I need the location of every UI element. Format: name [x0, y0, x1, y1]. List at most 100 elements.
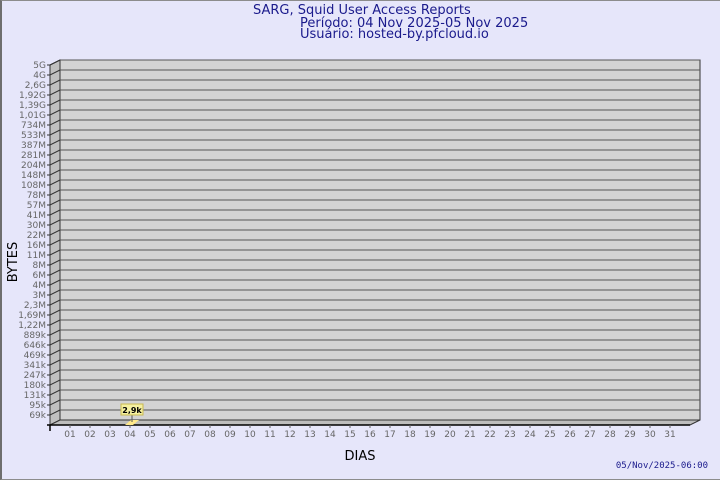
y-tick-label: 69k	[29, 411, 46, 421]
y-tick	[47, 239, 61, 246]
x-tick-label: 30	[644, 430, 656, 440]
y-tick-label: 95k	[29, 401, 46, 411]
y-tick	[47, 159, 61, 166]
y-tick-label: 11M	[27, 251, 46, 261]
x-tick-label: 01	[64, 430, 75, 440]
data-label: 2,9k	[122, 406, 142, 415]
y-tick	[47, 319, 61, 326]
x-tick-label: 15	[344, 430, 355, 440]
y-tick	[47, 149, 61, 156]
y-tick	[47, 289, 61, 296]
x-tick-label: 24	[524, 430, 536, 440]
x-tick-label: 08	[204, 430, 216, 440]
x-tick-label: 14	[324, 430, 336, 440]
y-tick-label: 2,3M	[24, 301, 46, 311]
y-tick	[47, 69, 61, 76]
y-tick-label: 469k	[24, 351, 47, 361]
y-tick	[47, 119, 61, 126]
y-axis-label: BYTES	[6, 242, 21, 283]
y-tick-label: 247k	[24, 371, 47, 381]
x-tick-label: 21	[464, 430, 475, 440]
x-axis-label: DIAS	[345, 449, 376, 464]
y-tick	[47, 79, 61, 86]
y-tick	[47, 109, 61, 116]
x-tick-label: 04	[124, 430, 136, 440]
y-tick-label: 1,01G	[19, 111, 46, 121]
y-tick	[47, 99, 61, 106]
y-tick-label: 4G	[33, 71, 46, 81]
y-tick	[47, 389, 61, 396]
bar-day-04	[125, 420, 139, 425]
y-tick-label: 1,92G	[19, 91, 46, 101]
y-tick	[47, 359, 61, 366]
y-tick-label: 2,6G	[25, 81, 46, 91]
x-tick-label: 23	[504, 430, 515, 440]
y-tick	[47, 139, 61, 146]
x-tick-label: 11	[264, 430, 275, 440]
x-tick-label: 26	[564, 430, 576, 440]
x-tick-label: 12	[284, 430, 295, 440]
y-tick	[47, 249, 61, 256]
y-tick	[47, 329, 61, 336]
chart-user: Usuário: hosted-by.pfcloud.io	[300, 27, 489, 42]
y-tick	[47, 299, 61, 306]
x-tick-label: 05	[144, 430, 155, 440]
y-tick	[47, 229, 61, 236]
x-tick-label: 07	[184, 430, 195, 440]
chart-period: Período: 04 Nov 2025-05 Nov 2025	[300, 16, 529, 31]
y-tick-label: 6M	[33, 271, 47, 281]
y-tick-label: 78M	[27, 191, 46, 201]
y-tick	[47, 209, 61, 216]
y-tick	[47, 379, 61, 386]
x-tick-label: 19	[424, 430, 436, 440]
y-tick-label: 387M	[21, 141, 46, 151]
y-tick	[47, 309, 61, 316]
bar-top	[125, 420, 139, 425]
y-tick-label: 4M	[33, 281, 47, 291]
y-tick-label: 108M	[21, 181, 46, 191]
y-tick	[47, 59, 61, 66]
y-tick	[47, 369, 61, 376]
y-tick-label: 646k	[24, 341, 47, 351]
y-tick	[47, 199, 61, 206]
x-tick-label: 20	[444, 430, 456, 440]
report-timestamp: 05/Nov/2025-06:00	[615, 461, 708, 471]
x-tick-label: 27	[584, 430, 595, 440]
y-tick	[47, 129, 61, 136]
y-tick	[47, 169, 61, 176]
y-tick-label: 22M	[27, 231, 46, 241]
y-tick	[47, 259, 61, 266]
y-tick-label: 1,69M	[18, 311, 46, 321]
y-tick	[47, 269, 61, 276]
x-tick-label: 10	[244, 430, 256, 440]
y-tick-label: 30M	[27, 221, 46, 231]
x-tick-label: 17	[384, 430, 395, 440]
y-tick-label: 204M	[21, 161, 46, 171]
y-tick-label: 341k	[24, 361, 47, 371]
y-tick-label: 5G	[33, 61, 46, 71]
x-tick-label: 28	[604, 430, 616, 440]
y-tick	[47, 89, 61, 96]
y-tick-label: 148M	[21, 171, 46, 181]
x-tick-label: 06	[164, 430, 176, 440]
y-tick-label: 281M	[21, 151, 46, 161]
x-tick-label: 22	[484, 430, 495, 440]
y-tick-label: 3M	[33, 291, 47, 301]
x-tick-label: 31	[664, 430, 675, 440]
x-tick-label: 09	[224, 430, 236, 440]
y-tick	[47, 279, 61, 286]
y-tick-label: 41M	[27, 211, 46, 221]
y-tick	[47, 409, 61, 416]
y-tick	[47, 339, 61, 346]
chart-title: SARG, Squid User Access Reports	[253, 3, 471, 18]
y-tick	[47, 399, 61, 406]
x-tick-label: 02	[84, 430, 95, 440]
y-tick	[47, 179, 61, 186]
y-tick-label: 16M	[27, 241, 46, 251]
y-tick-label: 533M	[21, 131, 46, 141]
x-tick-label: 25	[544, 430, 555, 440]
y-tick	[47, 219, 61, 226]
y-tick-label: 1,22M	[18, 321, 46, 331]
y-tick-label: 1,39G	[19, 101, 46, 111]
